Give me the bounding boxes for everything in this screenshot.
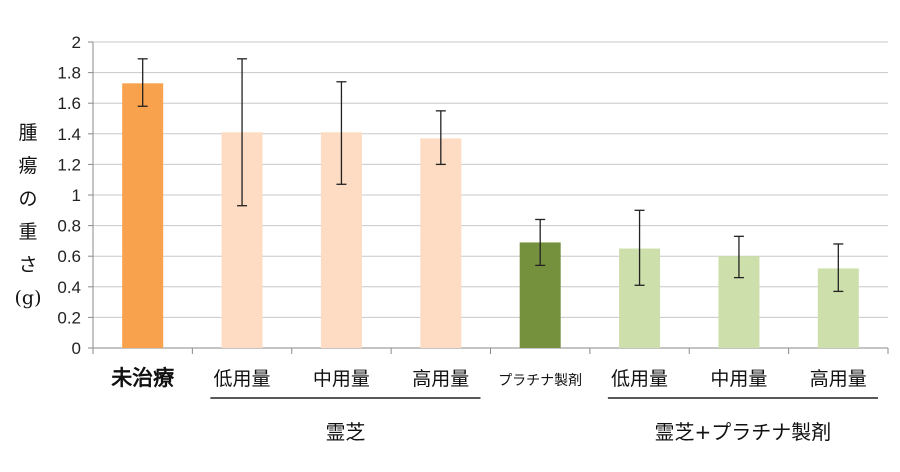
category-label: 低用量 bbox=[214, 368, 271, 390]
bar bbox=[122, 83, 164, 348]
x-axis-categories: 未治療 低用量 中用量 高用量 プラチナ製剤 低用量 中用量 高用量 bbox=[111, 366, 867, 390]
y-tick-label: 2 bbox=[72, 33, 81, 52]
y-axis-title: 腫瘍の重さ(g) bbox=[15, 122, 42, 309]
y-tick-label: 0 bbox=[72, 339, 81, 358]
y-axis-ticks: 0 0.2 0.4 0.6 0.8 1 1.2 1.4 1.6 1.8 2 bbox=[57, 33, 81, 358]
category-label: 中用量 bbox=[313, 368, 370, 390]
y-axis-label: 腫瘍の重さ(g) bbox=[15, 122, 42, 309]
y-tick-label: 0.8 bbox=[57, 217, 81, 236]
group-label: 霊芝 bbox=[325, 420, 365, 444]
category-label: 未治療 bbox=[111, 366, 175, 390]
y-tick-label: 1 bbox=[72, 186, 81, 205]
y-tick-label: 0.2 bbox=[57, 308, 81, 327]
y-tick-label: 1.6 bbox=[57, 94, 81, 113]
bars bbox=[122, 83, 859, 348]
bar bbox=[420, 138, 462, 348]
gridlines bbox=[88, 41, 889, 354]
y-tick-label: 0.4 bbox=[57, 278, 81, 297]
category-label: プラチナ製剤 bbox=[498, 373, 582, 389]
category-label: 低用量 bbox=[611, 368, 668, 390]
category-label: 中用量 bbox=[710, 368, 767, 390]
y-tick-label: 0.6 bbox=[57, 247, 81, 266]
group-labels: 霊芝 霊芝+プラチナ製剤 bbox=[210, 397, 878, 444]
group-label: 霊芝+プラチナ製剤 bbox=[655, 420, 832, 444]
y-tick-label: 1.8 bbox=[57, 64, 81, 83]
category-label: 高用量 bbox=[412, 368, 469, 390]
error-bars bbox=[137, 58, 844, 293]
category-label: 高用量 bbox=[810, 368, 867, 390]
y-tick-label: 1.4 bbox=[57, 125, 81, 144]
y-tick-label: 1.2 bbox=[57, 155, 81, 174]
